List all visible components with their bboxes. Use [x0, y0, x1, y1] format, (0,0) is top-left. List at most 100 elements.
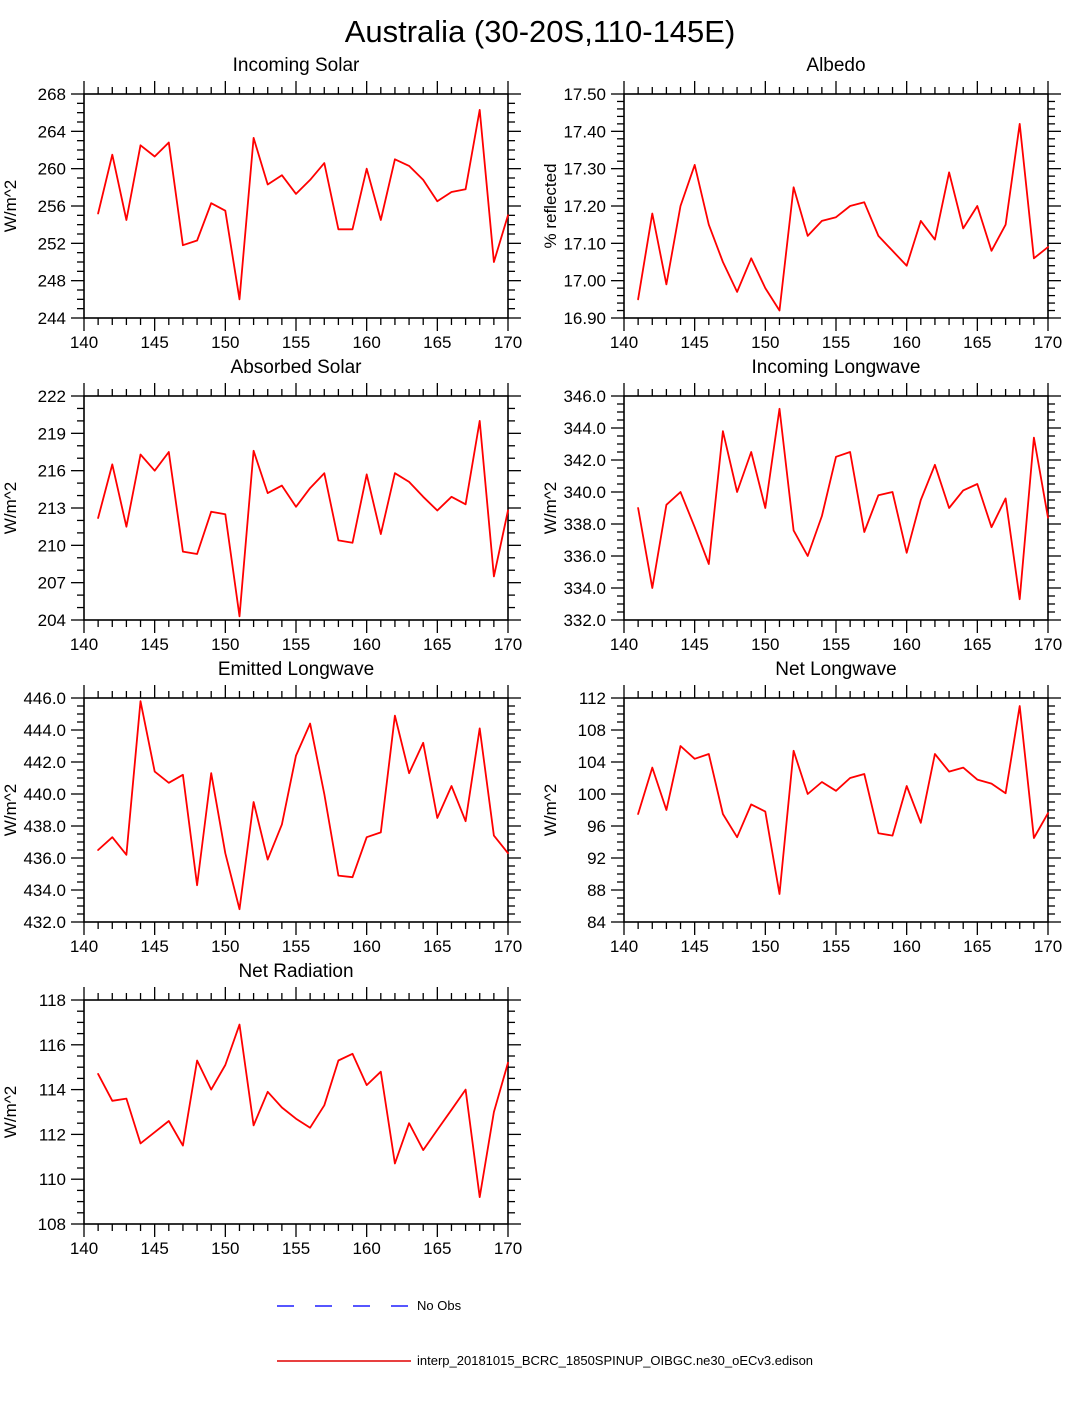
svg-text:170: 170 [494, 1239, 522, 1258]
page-title: Australia (30-20S,110-145E) [344, 14, 736, 49]
svg-text:334.0: 334.0 [563, 579, 606, 598]
chart-canvas-albedo: 140 145 150 155 160 165 170 16.90 17.00 17.10 17.2… [540, 78, 1080, 356]
svg-text:436.0: 436.0 [23, 849, 66, 868]
svg-text:140: 140 [610, 937, 638, 956]
svg-text:140: 140 [70, 635, 98, 654]
svg-text:100: 100 [578, 785, 606, 804]
svg-text:160: 160 [352, 1239, 380, 1258]
svg-text:165: 165 [963, 333, 991, 352]
chart-albedo: Albedo 140 145 150 155 160 165 170 16.90 17.00 17… [540, 54, 1080, 356]
svg-text:140: 140 [70, 333, 98, 352]
no-obs-line-sample [277, 1304, 411, 1307]
svg-text:145: 145 [140, 1239, 168, 1258]
svg-text:110: 110 [39, 1170, 66, 1189]
svg-text:116: 116 [39, 1036, 66, 1055]
svg-text:442.0: 442.0 [23, 753, 66, 772]
chart-incoming-longwave: Incoming Longwave 140 145 150 155 160 165 170 3… [540, 356, 1080, 658]
svg-text:150: 150 [751, 333, 779, 352]
svg-text:145: 145 [140, 333, 168, 352]
svg-text:248: 248 [38, 272, 66, 291]
svg-text:114: 114 [39, 1081, 66, 1100]
chart-net-longwave: Net Longwave 140 145 150 155 160 165 170 84 88 92… [540, 658, 1080, 960]
chart-grid: Incoming Solar 140 145 150 155 160 165 170 244 2… [0, 54, 1080, 1262]
svg-text:160: 160 [352, 635, 380, 654]
svg-text:155: 155 [282, 635, 310, 654]
svg-text:145: 145 [680, 937, 708, 956]
svg-text:165: 165 [423, 937, 451, 956]
chart-title-incoming-longwave: Incoming Longwave [751, 357, 921, 378]
svg-text:444.0: 444.0 [23, 721, 66, 740]
chart-canvas-incoming-longwave: 140 145 150 155 160 165 170 332.0 334.0 336.0 338.… [540, 380, 1080, 658]
svg-text:165: 165 [423, 635, 451, 654]
svg-text:170: 170 [494, 333, 522, 352]
svg-text:155: 155 [282, 1239, 310, 1258]
svg-text:252: 252 [38, 234, 66, 253]
svg-text:256: 256 [38, 197, 66, 216]
svg-text:260: 260 [38, 160, 66, 179]
svg-text:155: 155 [822, 333, 850, 352]
legend-item-no-obs: No Obs [277, 1298, 1080, 1313]
svg-text:222: 222 [38, 387, 66, 406]
svg-text:165: 165 [963, 635, 991, 654]
svg-text:140: 140 [70, 937, 98, 956]
svg-text:170: 170 [1034, 333, 1062, 352]
svg-text:W/m^2: W/m^2 [1, 1086, 20, 1138]
svg-text:155: 155 [282, 333, 310, 352]
svg-text:150: 150 [211, 333, 239, 352]
svg-text:244: 244 [38, 309, 66, 328]
svg-text:446.0: 446.0 [23, 689, 66, 708]
legend: No Obs interp_20181015_BCRC_1850SPINUP_O… [277, 1298, 1080, 1368]
legend-item-model-run: interp_20181015_BCRC_1850SPINUP_OIBGC.ne… [277, 1353, 1080, 1368]
svg-text:150: 150 [211, 635, 239, 654]
chart-title-incoming-solar: Incoming Solar [232, 55, 360, 76]
chart-incoming-solar: Incoming Solar 140 145 150 155 160 165 170 244 2… [0, 54, 540, 356]
svg-text:W/m^2: W/m^2 [1, 784, 20, 836]
svg-text:W/m^2: W/m^2 [541, 784, 560, 836]
svg-text:170: 170 [494, 635, 522, 654]
svg-text:332.0: 332.0 [563, 611, 606, 630]
svg-text:W/m^2: W/m^2 [1, 482, 20, 534]
svg-text:17.40: 17.40 [563, 122, 606, 141]
svg-text:160: 160 [892, 635, 920, 654]
svg-text:440.0: 440.0 [23, 785, 66, 804]
svg-text:145: 145 [140, 635, 168, 654]
svg-text:84: 84 [587, 913, 606, 932]
svg-text:336.0: 336.0 [563, 547, 606, 566]
svg-text:88: 88 [587, 881, 606, 900]
chart-canvas-incoming-solar: 140 145 150 155 160 165 170 244 248 252 256 260 264 2… [0, 78, 540, 356]
svg-text:112: 112 [579, 689, 606, 708]
svg-text:210: 210 [38, 536, 66, 555]
chart-canvas-net-radiation: 140 145 150 155 160 165 170 108 110 112 114 116 118 W… [0, 984, 540, 1262]
svg-text:140: 140 [610, 635, 638, 654]
svg-text:170: 170 [494, 937, 522, 956]
chart-canvas-net-longwave: 140 145 150 155 160 165 170 84 88 92 96 100 104 108 11… [540, 682, 1080, 960]
svg-text:% reflected: % reflected [541, 163, 560, 248]
svg-text:17.30: 17.30 [563, 160, 606, 179]
legend-label-no-obs: No Obs [417, 1298, 462, 1313]
svg-text:150: 150 [211, 937, 239, 956]
svg-text:216: 216 [38, 462, 66, 481]
svg-text:434.0: 434.0 [23, 881, 66, 900]
chart-title-absorbed-solar: Absorbed Solar [230, 357, 362, 378]
svg-text:17.10: 17.10 [563, 234, 606, 253]
svg-text:432.0: 432.0 [23, 913, 66, 932]
svg-text:108: 108 [38, 1215, 66, 1234]
chart-title-emitted-longwave: Emitted Longwave [217, 659, 375, 680]
svg-text:92: 92 [587, 849, 606, 868]
svg-text:112: 112 [39, 1125, 66, 1144]
legend-label-model-run: interp_20181015_BCRC_1850SPINUP_OIBGC.ne… [417, 1353, 814, 1368]
model-run-line-sample [277, 1359, 411, 1362]
chart-emitted-longwave: Emitted Longwave 140 145 150 155 160 165 170 43… [0, 658, 540, 960]
svg-text:140: 140 [70, 1239, 98, 1258]
svg-text:338.0: 338.0 [563, 515, 606, 534]
svg-text:155: 155 [822, 635, 850, 654]
chart-title-net-longwave: Net Longwave [775, 659, 897, 680]
svg-text:160: 160 [352, 937, 380, 956]
svg-text:145: 145 [680, 333, 708, 352]
svg-text:165: 165 [423, 333, 451, 352]
svg-text:160: 160 [892, 333, 920, 352]
chart-title-albedo: Albedo [806, 55, 866, 76]
svg-text:155: 155 [282, 937, 310, 956]
svg-text:140: 140 [610, 333, 638, 352]
svg-text:118: 118 [39, 991, 66, 1010]
